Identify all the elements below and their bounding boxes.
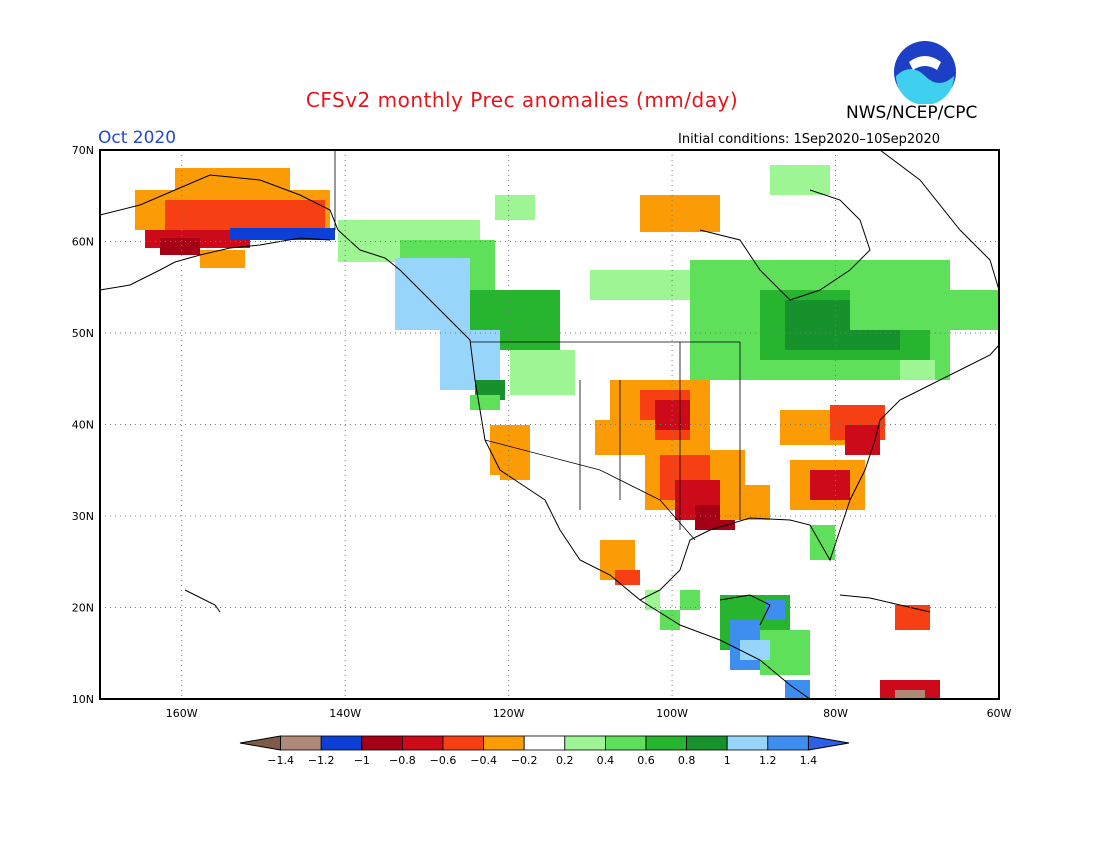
map-frame: [99, 149, 1000, 700]
anomaly-cell: [810, 525, 835, 560]
anomaly-cell: [590, 270, 700, 300]
colorbar-swatch: [605, 735, 647, 751]
colorbar-label: −0.2: [511, 754, 538, 767]
colorbar-label: 0.8: [678, 754, 696, 767]
anomaly-cell: [810, 470, 850, 500]
colorbar-swatch: [767, 735, 809, 751]
anomaly-cell: [645, 590, 660, 610]
lon-label: 100W: [656, 707, 688, 720]
coastline: [184, 589, 221, 613]
colorbar-arrow-left: [239, 735, 282, 751]
colorbar-swatch: [483, 735, 525, 751]
anomaly-cell: [470, 395, 500, 410]
anomaly-cell: [740, 640, 770, 660]
colorbar-swatch: [564, 735, 606, 751]
colorbar-label: −0.4: [470, 754, 497, 767]
initial-conditions: Initial conditions: 1Sep2020–10Sep2020: [678, 132, 940, 147]
anomaly-cell: [495, 195, 535, 220]
agency-label: NWS/NCEP/CPC: [846, 103, 978, 123]
colorbar-label: 0.6: [637, 754, 655, 767]
longitude-labels: 160W 140W 120W 100W 80W 60W: [166, 707, 1012, 720]
colorbar-swatch: [280, 735, 322, 751]
colorbar-arrow-right: [807, 735, 850, 751]
colorbar-label: 1: [724, 754, 731, 767]
coastlines: [99, 149, 1000, 700]
colorbar-label: 0.4: [597, 754, 615, 767]
anomaly-cell: [770, 165, 830, 195]
lat-label: 70N: [72, 144, 94, 157]
colorbar-label: −1.4: [267, 754, 294, 767]
noaa-logo-text: NOAA: [912, 59, 939, 69]
noaa-logo: NOAA: [894, 41, 956, 104]
anomaly-cell: [200, 250, 245, 268]
colorbar-label: 1.4: [800, 754, 818, 767]
anomaly-cells: [135, 165, 1000, 699]
lon-label: 80W: [823, 707, 848, 720]
colorbar-swatch: [361, 735, 403, 751]
lat-label: 20N: [72, 602, 94, 615]
colorbar-label: −0.6: [430, 754, 457, 767]
anomaly-cell: [680, 590, 700, 610]
lat-label: 50N: [72, 327, 94, 340]
anomaly-cell: [175, 168, 290, 190]
anomaly-cell: [900, 360, 935, 380]
anomaly-cell: [480, 300, 545, 335]
coastline: [879, 149, 1000, 291]
anomaly-cell: [510, 350, 575, 395]
chart-title: CFSv2 monthly Prec anomalies (mm/day): [305, 88, 739, 112]
lon-label: 120W: [493, 707, 525, 720]
anomaly-cell: [640, 195, 720, 232]
anomaly-cell: [850, 290, 1000, 330]
coastline: [99, 237, 331, 291]
lon-label: 140W: [329, 707, 361, 720]
colorbar-swatch: [523, 735, 566, 751]
lat-label: 40N: [72, 419, 94, 432]
colorbar-swatch: [645, 735, 687, 751]
lat-label: 30N: [72, 510, 94, 523]
colorbar-label: 0.2: [556, 754, 574, 767]
anomaly-cell: [160, 238, 200, 255]
border-line: [484, 439, 696, 541]
anomaly-cell: [230, 228, 335, 240]
anomaly-cell: [595, 420, 655, 455]
lon-label: 60W: [987, 707, 1012, 720]
colorbar-swatch: [401, 735, 444, 751]
lon-label: 160W: [166, 707, 198, 720]
lat-label: 10N: [72, 693, 94, 706]
lat-label: 60N: [72, 236, 94, 249]
coastline: [699, 189, 871, 301]
colorbar-swatch: [320, 735, 363, 751]
colorbar-label: −0.8: [389, 754, 416, 767]
colorbar: −1.4 −1.2 −1 −0.8 −0.6 −0.4 −0.2 0.2 0.4 0.6 0.8 1 1…: [239, 735, 850, 767]
coastline: [99, 174, 811, 700]
anomaly-cell: [895, 690, 925, 699]
anomaly-cell: [895, 605, 930, 630]
anomaly-cell: [500, 460, 530, 480]
coastline: [719, 594, 771, 626]
colorbar-label: −1: [354, 754, 370, 767]
anomaly-cell: [395, 258, 470, 330]
colorbar-label: −1.2: [308, 754, 335, 767]
latitude-labels: 70N 60N 50N 40N 30N 20N 10N: [72, 144, 94, 706]
colorbar-swatch: [686, 735, 728, 751]
anomaly-cell: [615, 570, 640, 585]
colorbar-swatch: [442, 735, 484, 751]
coastline: [639, 344, 1000, 601]
anomaly-cell: [720, 485, 770, 520]
colorbar-swatch: [726, 735, 769, 751]
anomaly-cell: [845, 425, 880, 455]
colorbar-label: 1.2: [759, 754, 777, 767]
coastline: [839, 594, 931, 613]
forecast-month: Oct 2020: [98, 128, 177, 148]
anomaly-cell: [660, 610, 680, 630]
